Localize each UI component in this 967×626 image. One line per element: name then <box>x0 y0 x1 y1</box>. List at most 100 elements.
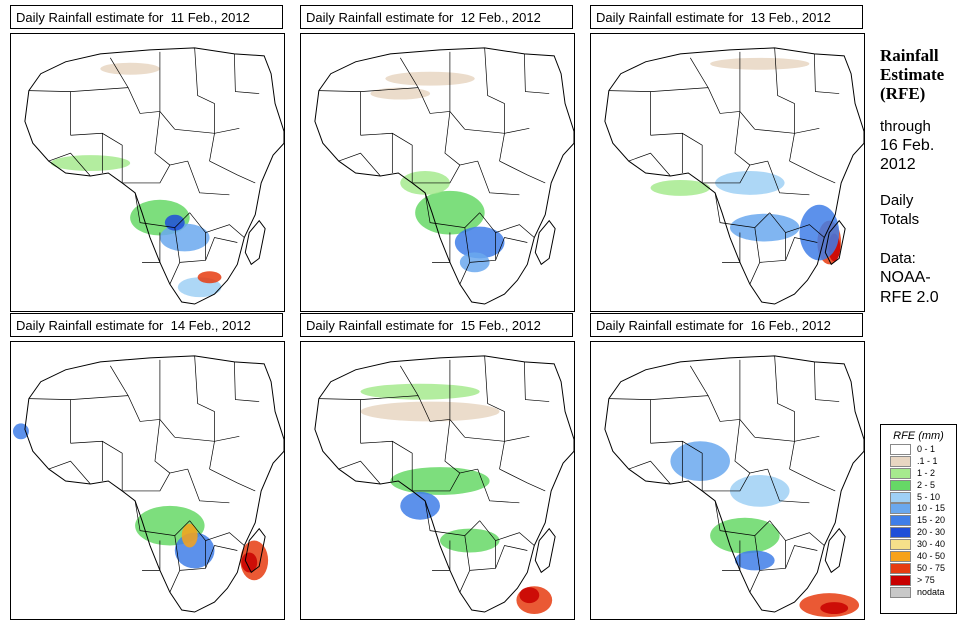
country-border <box>789 411 795 470</box>
country-border <box>189 520 206 569</box>
rainfall-area <box>670 441 730 481</box>
rainfall-map <box>10 341 285 620</box>
legend-swatch <box>890 491 911 503</box>
country-border <box>209 468 256 492</box>
daily-label: Daily <box>880 192 914 209</box>
country-border <box>189 212 206 261</box>
country-border <box>650 440 703 491</box>
panel-title: Daily Rainfall estimate for 16 Feb., 201… <box>590 313 863 337</box>
country-border <box>495 224 535 238</box>
country-border <box>767 160 810 196</box>
map-svg <box>24 47 284 305</box>
madagascar-outline <box>244 527 266 574</box>
country-border <box>464 227 471 263</box>
legend-item: 40 - 50 <box>881 551 956 563</box>
legend-swatch <box>890 586 911 598</box>
country-border <box>628 460 671 485</box>
legend-label: 50 - 75 <box>917 562 946 573</box>
country-border <box>48 460 91 485</box>
sidebar-title: Rainfall Estimate (RFE) <box>880 46 944 103</box>
country-border <box>142 232 161 263</box>
rainfall-area <box>159 223 210 252</box>
africa-coastline <box>604 355 864 613</box>
rainfall-area <box>181 523 198 548</box>
rainfall-area <box>650 179 711 196</box>
end-date-line1: 16 Feb. <box>880 137 935 154</box>
legend-swatch <box>890 562 911 574</box>
map-panel-12feb: Daily Rainfall estimate for 12 Feb., 201… <box>300 5 575 312</box>
totals-label: Totals <box>880 211 920 228</box>
country-border <box>159 51 176 130</box>
legend-label: 20 - 30 <box>917 527 946 538</box>
country-border <box>424 192 480 228</box>
rainfall-area <box>415 190 485 235</box>
country-border <box>338 152 381 177</box>
rainfall-area <box>50 155 131 172</box>
country-border <box>477 468 520 504</box>
rainfall-area <box>734 550 775 571</box>
country-border <box>360 440 413 491</box>
rainfall-area <box>400 491 440 520</box>
country-border <box>814 53 840 94</box>
country-border <box>754 227 761 263</box>
country-border <box>360 395 450 422</box>
legend-swatch <box>890 539 911 551</box>
country-border <box>484 47 505 104</box>
map-svg <box>12 355 284 613</box>
country-border <box>767 468 810 504</box>
africa-coastline <box>24 47 284 305</box>
country-border <box>109 57 129 88</box>
country-border <box>785 224 825 238</box>
country-border <box>412 468 478 492</box>
country-border <box>608 398 651 444</box>
panel-title: Daily Rainfall estimate for 15 Feb., 201… <box>300 313 573 337</box>
legend-item: 10 - 15 <box>881 503 956 515</box>
legend-item: nodata <box>881 586 956 599</box>
country-border <box>159 359 176 438</box>
country-border <box>499 103 505 162</box>
map-panel-13feb: Daily Rainfall estimate for 13 Feb., 201… <box>590 5 865 312</box>
rainfall-area <box>715 171 785 195</box>
country-border <box>205 532 245 546</box>
legend-swatch <box>890 551 911 563</box>
country-border <box>702 468 768 492</box>
africa-coastline <box>24 355 284 613</box>
country-border <box>28 398 71 444</box>
country-border <box>399 365 419 396</box>
legend-item: .1 - 1 <box>881 455 956 468</box>
legend-label: 0 - 1 <box>917 444 936 454</box>
legend-label: nodata <box>917 586 945 597</box>
country-border <box>722 540 741 571</box>
country-border <box>122 468 188 492</box>
panel-title: Daily Rainfall estimate for 12 Feb., 201… <box>300 5 573 29</box>
country-border <box>449 51 466 130</box>
country-border <box>70 87 160 114</box>
country-border <box>142 540 161 571</box>
legend-item: 50 - 75 <box>881 562 956 575</box>
rainfall-map <box>590 33 865 312</box>
country-border <box>785 532 825 546</box>
legend-label: 15 - 20 <box>917 515 946 526</box>
rainfall-area <box>385 71 475 86</box>
country-border <box>360 132 413 183</box>
country-border <box>464 127 530 134</box>
country-border <box>169 545 238 593</box>
country-border <box>499 468 546 492</box>
end-date-line2: 2012 <box>880 156 916 173</box>
country-border <box>689 57 709 88</box>
source-line1: NOAA- <box>880 269 931 286</box>
country-border <box>650 132 703 183</box>
map-panel-16feb: Daily Rainfall estimate for 16 Feb., 201… <box>590 313 865 620</box>
legend-item: 1 - 2 <box>881 467 956 480</box>
country-border <box>524 53 550 94</box>
madagascar-outline <box>534 219 556 266</box>
country-border <box>650 87 740 114</box>
country-border <box>174 535 181 571</box>
map-svg <box>604 355 864 617</box>
legend-swatch <box>890 503 911 515</box>
country-border <box>459 545 528 593</box>
map-svg <box>314 47 574 305</box>
country-border <box>134 192 190 228</box>
